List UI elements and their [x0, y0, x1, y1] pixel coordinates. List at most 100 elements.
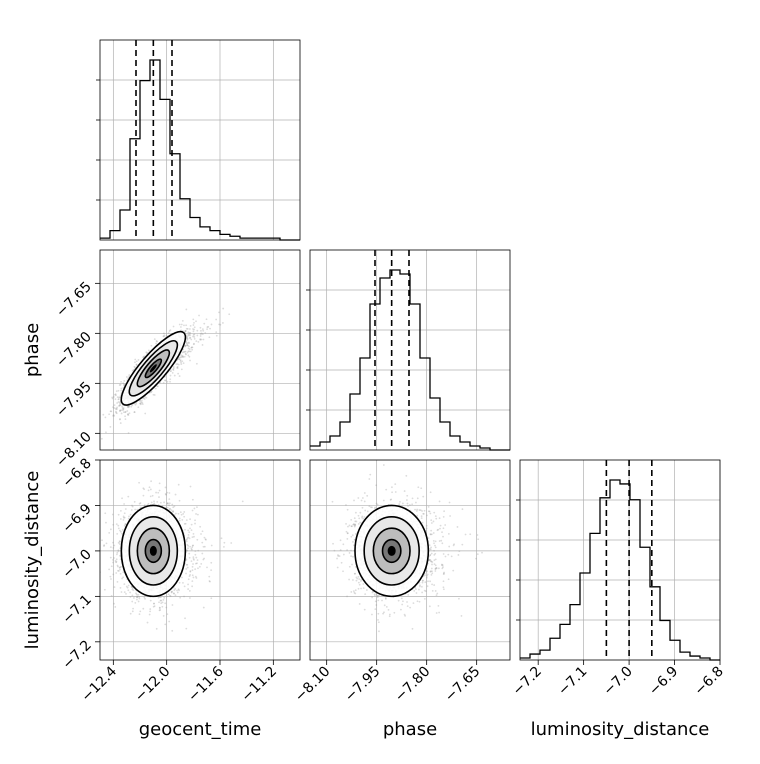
scatter-point [193, 536, 195, 538]
scatter-point [430, 519, 432, 521]
scatter-point [166, 503, 168, 505]
scatter-point [189, 337, 191, 339]
scatter-point [206, 318, 208, 320]
scatter-point [345, 504, 347, 506]
scatter-point [194, 338, 196, 340]
scatter-point [182, 352, 184, 354]
scatter-point [202, 559, 204, 561]
scatter-point [115, 398, 117, 400]
scatter-point [133, 597, 135, 599]
scatter-point [178, 588, 180, 590]
scatter-point [117, 398, 119, 400]
scatter-point [192, 574, 194, 576]
scatter-point [156, 628, 158, 630]
scatter-point [123, 517, 125, 519]
scatter-point [139, 400, 141, 402]
scatter-point [105, 431, 107, 433]
scatter-point [95, 584, 97, 586]
scatter-point [103, 544, 105, 546]
scatter-point [189, 537, 191, 539]
scatter-point [115, 560, 117, 562]
scatter-point [189, 332, 191, 334]
scatter-point [130, 406, 132, 408]
scatter-point [116, 390, 118, 392]
scatter-point [132, 608, 134, 610]
scatter-point [118, 514, 120, 516]
scatter-point [195, 513, 197, 515]
scatter-point [102, 414, 104, 416]
scatter-point [132, 589, 134, 591]
scatter-point [436, 612, 438, 614]
scatter-point [128, 518, 130, 520]
scatter-point [126, 410, 128, 412]
scatter-point [164, 602, 166, 604]
scatter-point [184, 356, 186, 358]
scatter-point [158, 597, 160, 599]
scatter-point [158, 601, 160, 603]
scatter-point [120, 404, 122, 406]
scatter-point [120, 531, 122, 533]
scatter-point [189, 557, 191, 559]
scatter-point [383, 500, 385, 502]
scatter-point [201, 553, 203, 555]
histogram-step-line [310, 270, 510, 450]
scatter-point [115, 394, 117, 396]
scatter-point [165, 607, 167, 609]
scatter-point [215, 331, 217, 333]
scatter-point [162, 601, 164, 603]
scatter-point [435, 590, 437, 592]
scatter-point [154, 394, 156, 396]
scatter-point [131, 595, 133, 597]
scatter-point [441, 567, 443, 569]
scatter-point [123, 503, 125, 505]
histogram-step-line [100, 60, 300, 240]
scatter-point [188, 342, 190, 344]
scatter-point [230, 542, 232, 544]
scatter-point [178, 484, 180, 486]
scatter-point [176, 367, 178, 369]
scatter-point [192, 569, 194, 571]
scatter-point [184, 351, 186, 353]
scatter-point [194, 550, 196, 552]
scatter-point [118, 527, 120, 529]
scatter-point [188, 345, 190, 347]
histogram-step-line [520, 480, 720, 660]
scatter-point [357, 497, 359, 499]
scatter-point [209, 328, 211, 330]
scatter-point [192, 556, 194, 558]
scatter-point [192, 328, 194, 330]
scatter-point [189, 575, 191, 577]
scatter-point [186, 519, 188, 521]
scatter-point [163, 599, 165, 601]
scatter-point [222, 308, 224, 310]
scatter-point [153, 603, 155, 605]
scatter-point [114, 586, 116, 588]
scatter-point [202, 530, 204, 532]
scatter-point [179, 597, 181, 599]
scatter-point [121, 578, 123, 580]
scatter-point [210, 597, 212, 599]
scatter-point [119, 543, 121, 545]
scatter-point [125, 418, 127, 420]
scatter-point [188, 553, 190, 555]
scatter-point [172, 510, 174, 512]
scatter-point [187, 530, 189, 532]
scatter-point [188, 534, 190, 536]
scatter-point [110, 426, 112, 428]
scatter-point [203, 546, 205, 548]
scatter-point [119, 402, 121, 404]
scatter-point [193, 577, 195, 579]
scatter-point [170, 329, 172, 331]
scatter-point [124, 512, 126, 514]
scatter-point [131, 509, 133, 511]
scatter-point [197, 559, 199, 561]
scatter-point [435, 518, 437, 520]
scatter-point [171, 504, 173, 506]
scatter-point [178, 358, 180, 360]
histogram-geocent_time [96, 40, 300, 240]
scatter-point [185, 309, 187, 311]
scatter-point [185, 628, 187, 630]
scatter-point [406, 495, 408, 497]
scatter-point [113, 407, 115, 409]
scatter-point [193, 336, 195, 338]
